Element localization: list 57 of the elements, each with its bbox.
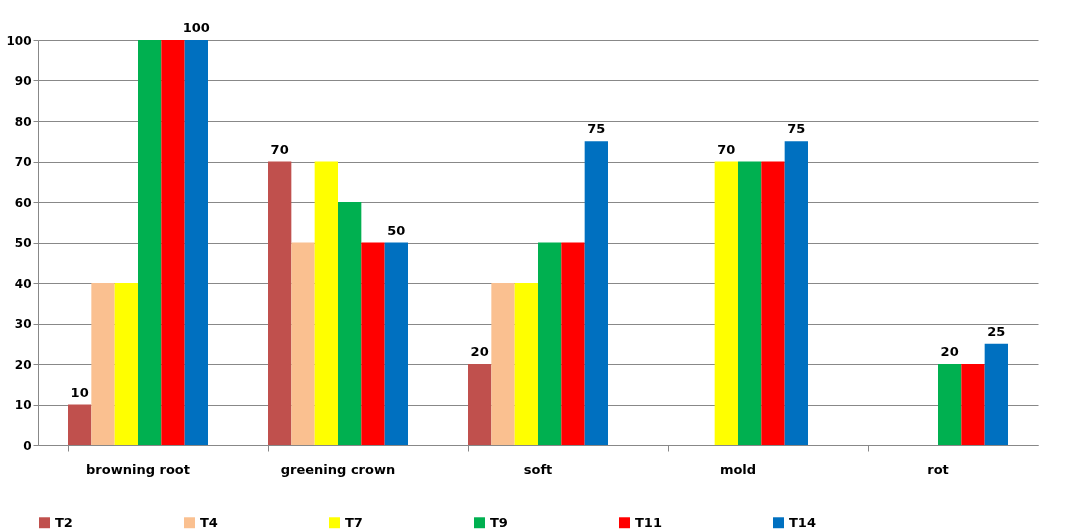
bar [761, 161, 785, 445]
data-label: 50 [387, 222, 406, 238]
legend-label: T9 [490, 514, 508, 529]
data-label: 20 [940, 344, 959, 359]
data-label: 100 [182, 20, 210, 35]
bar [538, 242, 562, 445]
bar [984, 343, 1008, 445]
y-tick-label: 90 [14, 74, 32, 88]
legend-label: T7 [345, 514, 363, 529]
x-tick-label: soft [523, 461, 553, 477]
bar [961, 364, 985, 445]
x-tick-label: rot [927, 461, 949, 477]
bar [384, 242, 408, 445]
bar [714, 161, 738, 445]
data-label: 70 [270, 141, 289, 157]
bar [561, 242, 585, 445]
bar [361, 242, 385, 445]
bar [314, 161, 338, 445]
legend-label: T2 [55, 514, 73, 529]
bar [91, 283, 115, 445]
data-label: 10 [70, 384, 89, 400]
bar [68, 404, 92, 445]
y-tick-label: 20 [14, 357, 32, 372]
legend-label: T11 [635, 514, 662, 529]
bar [784, 141, 808, 445]
y-tick-label: 50 [14, 236, 32, 250]
y-tick-label: 70 [14, 155, 32, 169]
bar [468, 364, 492, 445]
y-tick-label: 30 [14, 317, 32, 331]
bar [268, 161, 292, 445]
x-tick-label: mold [719, 461, 757, 477]
y-tick-label: 0 [23, 438, 32, 453]
bar [938, 364, 962, 445]
data-label: 70 [717, 141, 736, 157]
y-tick-label: 60 [14, 195, 32, 210]
bar [584, 141, 608, 445]
data-label: 75 [587, 121, 606, 137]
legend-label: T14 [789, 514, 816, 529]
bar [338, 202, 362, 445]
bar [161, 40, 185, 445]
x-tick-label: browning root [86, 461, 190, 477]
bar [291, 242, 315, 445]
bar [138, 40, 162, 445]
y-tick-label: 100 [6, 33, 32, 48]
bar [184, 40, 208, 445]
data-label: 20 [470, 344, 489, 359]
bar [491, 283, 515, 445]
bar [114, 283, 138, 445]
x-tick-label: greening crown [280, 461, 396, 477]
y-tick-label: 80 [14, 114, 32, 129]
data-label: 25 [987, 323, 1006, 339]
legend-label: T4 [200, 514, 218, 529]
bar [514, 283, 538, 445]
y-tick-label: 10 [14, 398, 32, 412]
data-label: 75 [787, 121, 806, 137]
bar [738, 161, 762, 445]
y-tick-label: 40 [14, 276, 32, 291]
